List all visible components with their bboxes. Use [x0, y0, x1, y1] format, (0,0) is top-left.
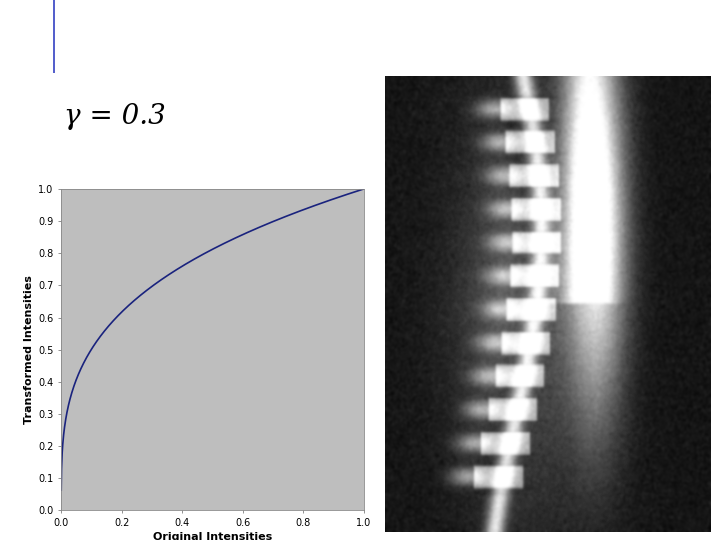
Y-axis label: Transformed Intensities: Transformed Intensities	[24, 275, 34, 424]
Bar	[53, 0, 55, 73]
X-axis label: Original Intensities: Original Intensities	[153, 532, 272, 540]
Text: γ = 0.3: γ = 0.3	[64, 103, 166, 130]
Text: 19
of
45: 19 of 45	[17, 14, 36, 59]
Text: Power Law Example (cont…): Power Law Example (cont…)	[120, 20, 652, 53]
